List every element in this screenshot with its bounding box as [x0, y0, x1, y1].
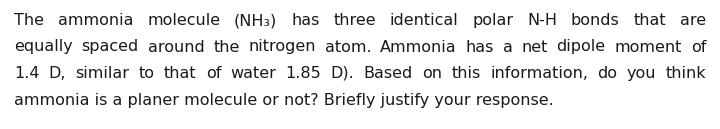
- Text: around: around: [148, 39, 204, 54]
- Text: water: water: [230, 66, 276, 81]
- Text: The: The: [14, 13, 44, 28]
- Text: similar: similar: [76, 66, 130, 81]
- Text: that: that: [164, 66, 197, 81]
- Text: molecule: molecule: [147, 13, 220, 28]
- Text: think: think: [665, 66, 706, 81]
- Text: 1.85: 1.85: [286, 66, 322, 81]
- Text: to: to: [139, 66, 155, 81]
- Text: Ammonia: Ammonia: [380, 39, 456, 54]
- Text: three: three: [333, 13, 376, 28]
- Text: D,: D,: [49, 66, 66, 81]
- Text: of: of: [690, 39, 706, 54]
- Text: identical: identical: [390, 13, 459, 28]
- Text: spaced: spaced: [81, 39, 139, 54]
- Text: D).: D).: [330, 66, 354, 81]
- Text: are: are: [680, 13, 706, 28]
- Text: ammonia: ammonia: [58, 13, 133, 28]
- Text: this: this: [451, 66, 481, 81]
- Text: has: has: [466, 39, 494, 54]
- Text: equally: equally: [14, 39, 73, 54]
- Text: information,: information,: [490, 66, 588, 81]
- Text: ammonia is a planer molecule or not? Briefly justify your response.: ammonia is a planer molecule or not? Bri…: [14, 92, 554, 107]
- Text: (NH₃): (NH₃): [234, 13, 277, 28]
- Text: bonds: bonds: [571, 13, 620, 28]
- Text: 1.4: 1.4: [14, 66, 40, 81]
- Text: dipole: dipole: [557, 39, 606, 54]
- Text: a: a: [503, 39, 513, 54]
- Text: has: has: [291, 13, 320, 28]
- Text: do: do: [598, 66, 617, 81]
- Text: the: the: [213, 39, 240, 54]
- Text: that: that: [634, 13, 666, 28]
- Text: you: you: [626, 66, 656, 81]
- Text: moment: moment: [614, 39, 682, 54]
- Text: net: net: [521, 39, 548, 54]
- Text: nitrogen: nitrogen: [248, 39, 316, 54]
- Text: of: of: [206, 66, 221, 81]
- Text: polar: polar: [472, 13, 513, 28]
- Text: Based: Based: [364, 66, 413, 81]
- Text: on: on: [423, 66, 442, 81]
- Text: N-H: N-H: [527, 13, 557, 28]
- Text: atom.: atom.: [325, 39, 372, 54]
